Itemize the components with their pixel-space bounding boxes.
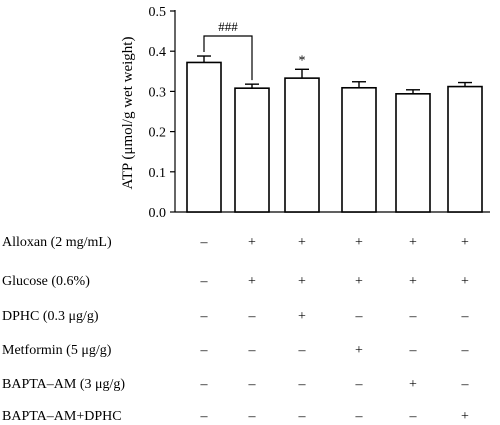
bar bbox=[447, 85, 483, 213]
treatment-row-label: Metformin (5 μg/g) bbox=[2, 343, 112, 358]
treatment-table: Alloxan (2 mg/mL) – + + + + + Glucose (0.6%) – + +… bbox=[2, 235, 470, 424]
treatment-row-label: BAPTA–AM (3 μg/g) bbox=[2, 377, 125, 392]
treatment-row-label: Alloxan (2 mg/mL) bbox=[2, 235, 112, 250]
significance-star: * bbox=[299, 53, 306, 68]
y-tick-label: 0.3 bbox=[149, 85, 167, 100]
y-axis-label: ATP (μmol/g wet weight) bbox=[120, 37, 136, 190]
treatment-mark: – bbox=[298, 377, 307, 392]
treatment-mark: + bbox=[409, 235, 417, 250]
treatment-mark: + bbox=[461, 409, 469, 424]
treatment-mark: – bbox=[200, 343, 209, 358]
treatment-mark: + bbox=[409, 377, 417, 392]
significance-bracket bbox=[203, 35, 253, 81]
bar bbox=[395, 93, 431, 213]
treatment-mark: + bbox=[248, 235, 256, 250]
treatment-mark: – bbox=[461, 343, 470, 358]
treatment-row-label: Glucose (0.6%) bbox=[2, 274, 90, 289]
treatment-mark: – bbox=[200, 409, 209, 424]
treatment-mark: – bbox=[298, 343, 307, 358]
treatment-mark: + bbox=[298, 235, 306, 250]
y-tick-label: 0.5 bbox=[149, 5, 167, 20]
treatment-mark: – bbox=[355, 409, 364, 424]
treatment-mark: – bbox=[200, 274, 209, 289]
treatment-mark: – bbox=[355, 377, 364, 392]
bars bbox=[186, 55, 483, 213]
treatment-mark: + bbox=[409, 274, 417, 289]
treatment-mark: + bbox=[355, 274, 363, 289]
bar bbox=[284, 77, 320, 213]
bar bbox=[234, 87, 270, 213]
treatment-mark: – bbox=[248, 377, 257, 392]
treatment-mark: – bbox=[461, 377, 470, 392]
significance-annotations: ### * bbox=[203, 19, 306, 81]
significance-label: ### bbox=[218, 19, 238, 34]
treatment-mark: + bbox=[461, 235, 469, 250]
y-tick-label: 0.1 bbox=[149, 166, 167, 181]
bar bbox=[186, 61, 222, 213]
treatment-mark: + bbox=[298, 274, 306, 289]
treatment-mark: – bbox=[461, 309, 470, 324]
y-tick-label: 0.0 bbox=[149, 206, 167, 221]
treatment-mark: + bbox=[355, 235, 363, 250]
treatment-mark: – bbox=[409, 409, 418, 424]
treatment-mark: – bbox=[298, 409, 307, 424]
bar bbox=[341, 86, 377, 213]
treatment-mark: – bbox=[200, 377, 209, 392]
y-axis-label-group: ATP (μmol/g wet weight) bbox=[120, 37, 136, 190]
treatment-row-label: DPHC (0.3 μg/g) bbox=[2, 309, 99, 324]
y-tick-label: 0.2 bbox=[149, 126, 167, 141]
treatment-mark: + bbox=[461, 274, 469, 289]
treatment-mark: – bbox=[409, 309, 418, 324]
treatment-mark: + bbox=[248, 274, 256, 289]
axes: 0.0 0.1 0.2 0.3 0.4 0.5 bbox=[149, 5, 490, 221]
y-tick-label: 0.4 bbox=[149, 45, 167, 60]
treatment-mark: + bbox=[298, 309, 306, 324]
treatment-row-label: BAPTA–AM+DPHC bbox=[2, 409, 122, 424]
treatment-mark: + bbox=[355, 343, 363, 358]
treatment-mark: – bbox=[248, 409, 257, 424]
treatment-mark: – bbox=[248, 343, 257, 358]
treatment-mark: – bbox=[355, 309, 364, 324]
treatment-mark: – bbox=[409, 343, 418, 358]
treatment-mark: – bbox=[200, 309, 209, 324]
treatment-mark: – bbox=[200, 235, 209, 250]
treatment-mark: – bbox=[248, 309, 257, 324]
